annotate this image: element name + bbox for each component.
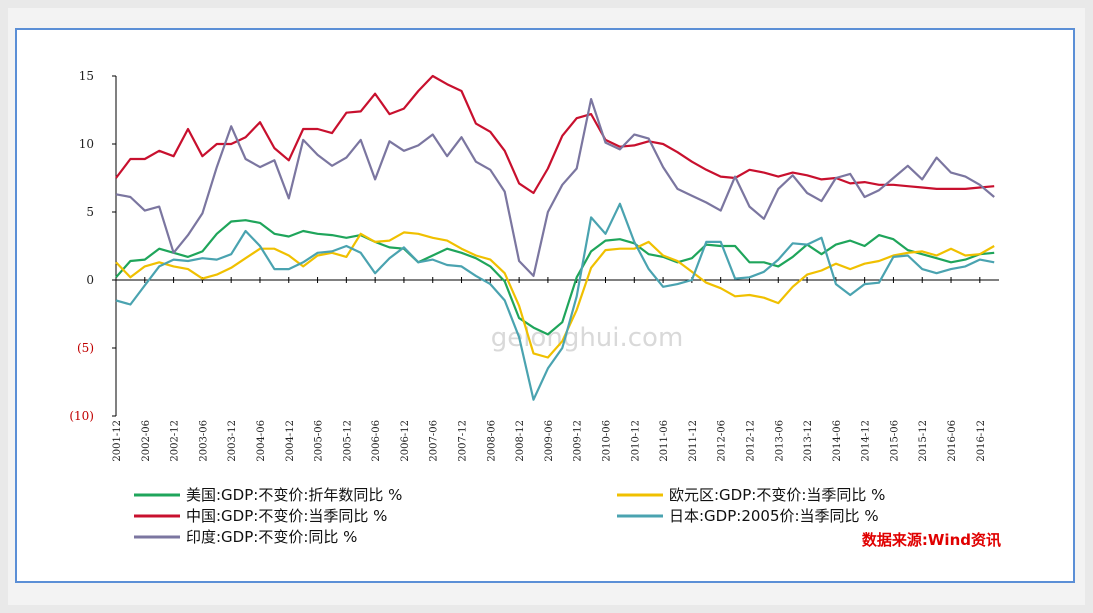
- x-tick-label: 2006-06: [371, 420, 382, 462]
- x-tick-label: 2005-06: [314, 420, 325, 462]
- x-tick-label: 2016-06: [947, 420, 958, 462]
- y-tick-label: 5: [86, 205, 94, 219]
- series-line-4: [115, 98, 995, 277]
- x-tick-label: 2007-06: [429, 420, 440, 462]
- axes: 15 10 5 0 (5) (10) 2001-12 2002-06 2002-12 2003-0…: [69, 69, 999, 462]
- x-tick-label: 2003-12: [227, 420, 238, 462]
- chart-frame: gelonghui.com 15 10 5 0 (5) (10) 2001-12 2002-0…: [15, 28, 1075, 583]
- x-tick-label: 2007-12: [458, 420, 469, 462]
- x-tick-label: 2008-12: [515, 420, 526, 462]
- legend-label-4: 印度:GDP:不变价:同比 %: [186, 528, 357, 546]
- legend: 美国:GDP:不变价:折年数同比 % 欧元区:GDP:不变价:当季同比 % 中国:G…: [134, 486, 885, 546]
- x-tick-label: 2004-06: [256, 420, 267, 462]
- x-tick-label: 2008-06: [486, 420, 497, 462]
- x-tick-label: 2010-06: [601, 420, 612, 462]
- x-tick-label: 2015-12: [918, 420, 929, 462]
- y-tick-label: (10): [69, 409, 94, 423]
- legend-label-2: 中国:GDP:不变价:当季同比 %: [186, 507, 387, 525]
- x-tick-label: 2006-12: [400, 420, 411, 462]
- x-tick-label: 2001-12: [112, 420, 123, 462]
- legend-label-1: 欧元区:GDP:不变价:当季同比 %: [669, 486, 885, 504]
- x-tick-label: 2010-12: [630, 420, 641, 462]
- x-tick-label: 2009-12: [573, 420, 584, 462]
- x-tick-label: 2014-12: [861, 420, 872, 462]
- x-tick-label: 2012-12: [745, 420, 756, 462]
- gdp-line-chart: gelonghui.com 15 10 5 0 (5) (10) 2001-12 2002-0…: [69, 69, 1001, 549]
- series-line-2: [115, 74, 995, 195]
- x-tick-label: 2013-12: [803, 420, 814, 462]
- x-tick-label: 2002-12: [170, 420, 181, 462]
- x-tick-label: 2003-06: [198, 420, 209, 462]
- x-tick-label: 2002-06: [141, 420, 152, 462]
- y-tick-label: (5): [77, 341, 94, 355]
- series-line-3: [115, 202, 995, 401]
- source-note: 数据来源:Wind资讯: [862, 531, 1001, 549]
- legend-label-3: 日本:GDP:2005价:当季同比 %: [669, 507, 879, 525]
- series-lines: [115, 74, 995, 401]
- y-tick-label: 0: [86, 273, 94, 287]
- x-tick-label: 2004-12: [285, 420, 296, 462]
- y-tick-label: 10: [79, 137, 94, 151]
- x-tick-label: 2005-12: [342, 420, 353, 462]
- x-tick-label: 2011-12: [688, 420, 699, 462]
- legend-label-0: 美国:GDP:不变价:折年数同比 %: [186, 486, 402, 504]
- x-tick-label: 2012-06: [717, 420, 728, 462]
- y-tick-label: 15: [79, 69, 94, 83]
- watermark-logo-text: gelonghui.com: [491, 323, 684, 353]
- x-tick-label: 2011-06: [659, 420, 670, 462]
- x-tick-label: 2009-06: [544, 420, 555, 462]
- x-tick-label: 2016-12: [976, 420, 987, 462]
- series-line-0: [115, 219, 995, 336]
- x-tick-label: 2014-06: [832, 420, 843, 462]
- x-tick-label: 2015-06: [889, 420, 900, 462]
- watermark: gelonghui.com: [491, 323, 684, 353]
- x-tick-label: 2013-06: [774, 420, 785, 462]
